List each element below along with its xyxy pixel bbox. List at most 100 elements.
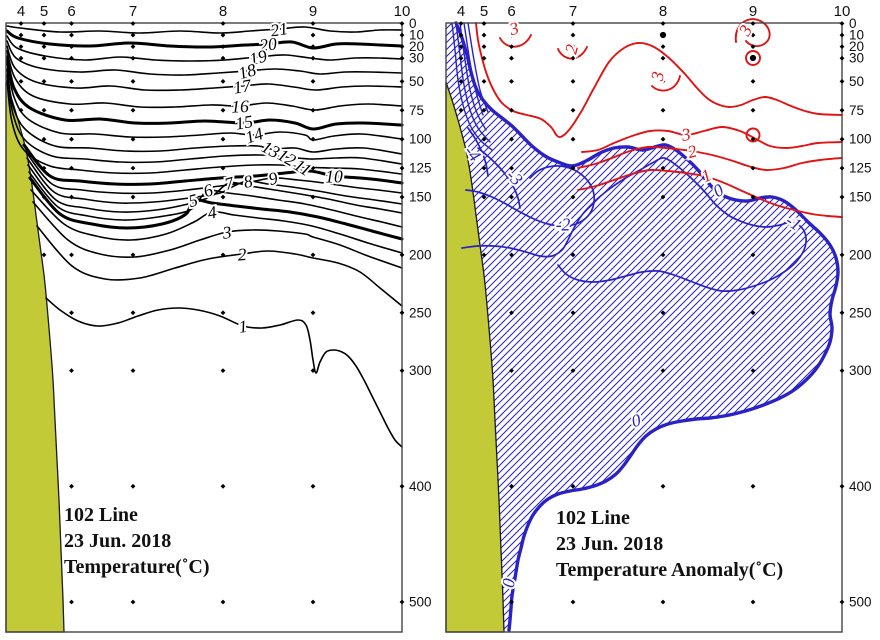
depth-label: 30: [409, 51, 424, 66]
contour-line-13: [6, 68, 403, 155]
contour-line-4: [30, 189, 403, 254]
temperature-panel: 4 5 6 7 8 9 10 0 10 20 30 50 75 100 125 150 200 250 300 400…: [5, 3, 432, 633]
contour-line--0.x: [451, 22, 493, 151]
contour-value-label: 17: [232, 75, 254, 98]
contour-value-label: 3: [647, 70, 668, 83]
contour-value-label: 3: [220, 222, 233, 243]
depth-label: 300: [849, 363, 872, 378]
contour-line-6: [28, 171, 403, 228]
contour-line-14: [6, 62, 403, 141]
station-label: 4: [17, 3, 25, 20]
depth-label: 10: [849, 28, 864, 43]
station-label: 8: [659, 3, 667, 20]
depth-label: 75: [409, 103, 424, 118]
station-label: 8: [219, 3, 227, 20]
caption-line-location: 102 Line: [64, 504, 138, 526]
caption-line-location: 102 Line: [556, 507, 630, 529]
contour-value-label: -2: [556, 214, 571, 234]
contour-value-label: 20: [258, 33, 278, 55]
depth-label: 250: [409, 305, 432, 320]
depth-label: 75: [849, 103, 864, 118]
station-label: 7: [569, 3, 577, 20]
station-label: 4: [457, 3, 465, 20]
contour-line-17: [6, 45, 403, 92]
depth-label: 100: [849, 132, 872, 147]
closed-contour-cell: [745, 50, 761, 66]
contour-line-12: [6, 74, 403, 165]
station-label: 6: [67, 3, 75, 20]
contour-line-11: [6, 79, 403, 175]
station-label: 7: [129, 3, 137, 20]
contour-line--0.x: [459, 22, 487, 131]
contour-line--3: [477, 147, 521, 209]
contour-value-label: 16: [231, 96, 249, 117]
depth-label: 125: [849, 161, 872, 176]
station-label: 9: [309, 3, 317, 20]
contour-line--1: [461, 157, 807, 293]
negative-anomaly-hatch-region: [446, 23, 838, 632]
contour-arc: [499, 34, 532, 48]
station-label: 5: [480, 3, 488, 20]
contour-line-1: [577, 168, 843, 218]
plot-frame: [5, 22, 403, 633]
contour-line-18: [6, 40, 403, 76]
contour-line--2: [465, 165, 596, 227]
contour-value-label: 1: [237, 316, 248, 337]
depth-label: 250: [849, 305, 872, 320]
station-label: 5: [40, 3, 48, 20]
plot-frame: [445, 22, 843, 633]
contour-value-label: 3: [506, 17, 521, 39]
caption-line-date: 23 Jun. 2018: [556, 533, 664, 555]
contour-line-3: [475, 22, 843, 138]
station-label: 6: [507, 3, 515, 20]
contour-value-label: 10: [325, 166, 343, 186]
depth-label: 300: [409, 363, 432, 378]
sample-point-dots: [18, 21, 405, 605]
depth-label: 50: [409, 74, 424, 89]
caption-line-variable: Temperature(˚C): [64, 556, 210, 578]
depth-label: 125: [409, 161, 432, 176]
depth-label: 0: [849, 16, 857, 31]
contour-line-10: [22, 143, 404, 186]
contour-value-label: 14: [243, 123, 266, 148]
depth-label: 50: [849, 74, 864, 89]
depth-label: 500: [409, 595, 432, 610]
contour-line-20: [5, 29, 404, 50]
land-seafloor: [445, 81, 505, 633]
contour-line-15: [5, 55, 404, 131]
contour-value-label: 15: [234, 111, 255, 134]
contour-arc: [651, 75, 681, 92]
temperature-anomaly-section-plot: 4 5 6 7 8 9 1001020305075100125150200250300400…: [445, 3, 872, 633]
depth-label: 20: [409, 39, 424, 54]
contour-line--0.x: [467, 22, 489, 113]
temperature-anomaly-panel: 4 5 6 7 8 9 10 0 10 20 30 50 75 100 125 150 200 250 300 400…: [440, 0, 880, 640]
depth-label: 500: [849, 595, 872, 610]
contour-line-3: [581, 126, 843, 153]
depth-label: 400: [849, 479, 872, 494]
caption-line-date: 23 Jun. 2018: [64, 530, 172, 552]
contour-line-0: [454, 21, 840, 632]
depth-label: 30: [849, 51, 864, 66]
temperature-section-plot: 4 5 6 7 8 9 1001020305075100125150200250300400…: [5, 3, 432, 633]
contour-line-7: [27, 164, 403, 214]
contour-line-2: [36, 225, 403, 307]
depth-label: 100: [409, 132, 432, 147]
station-label: 10: [834, 3, 851, 20]
contour-line-21: [6, 25, 403, 34]
contour-line-1: [45, 297, 403, 448]
land-seafloor: [5, 81, 65, 633]
contour-line-16: [6, 50, 403, 111]
depth-label: 400: [409, 479, 432, 494]
depth-label: 150: [849, 190, 872, 205]
contour-line-19: [6, 35, 403, 62]
contour-value-label: 2: [237, 244, 248, 265]
contour-line-2: [577, 145, 843, 171]
depth-label: 0: [409, 16, 417, 31]
contour-line-5: [28, 176, 404, 241]
depth-label: 200: [409, 247, 432, 262]
temperature-anomaly-caption: 102 Line 23 Jun. 2018 Temperature Anomal…: [556, 505, 783, 583]
depth-label: 10: [409, 28, 424, 43]
caption-line-variable: Temperature Anomaly(˚C): [556, 559, 784, 581]
contour-line--0.x: [455, 22, 491, 143]
